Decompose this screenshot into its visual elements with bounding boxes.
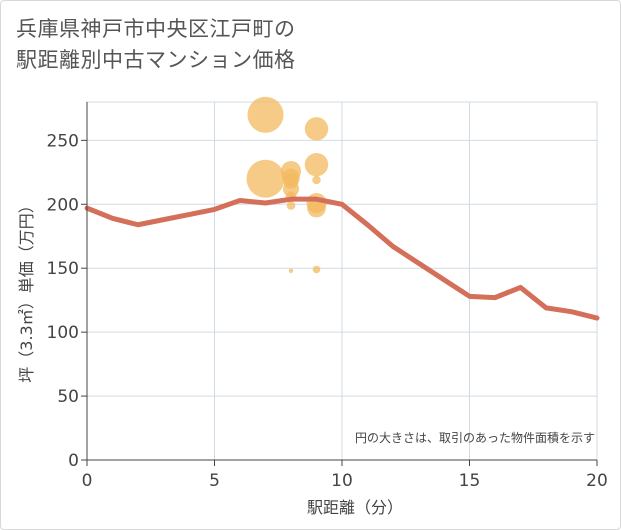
bubble-point — [282, 180, 300, 198]
line-series — [84, 196, 600, 321]
x-axis-label: 駅距離（分） — [307, 498, 403, 517]
bubble-point — [304, 117, 329, 141]
bubble-point — [304, 152, 329, 177]
chart-title-line1: 兵庫県神戸市中央区江戸町の — [16, 17, 296, 41]
y-tick-label: 250 — [47, 131, 79, 151]
y-tick-label: 0 — [68, 451, 79, 471]
y-tick-label: 50 — [57, 387, 79, 407]
axes: 0 50 100 150 200 250 0 5 10 15 20 — [47, 102, 608, 491]
x-tick-label: 20 — [586, 471, 608, 491]
bubble-point — [246, 159, 285, 198]
bubble-point — [286, 201, 296, 210]
y-tick-label: 100 — [47, 323, 79, 343]
y-axis-label: 坪（3.3㎡）単価（万円） — [17, 197, 36, 382]
x-tick-label: 5 — [209, 471, 220, 491]
x-tick-label: 15 — [459, 471, 481, 491]
bubble-point — [307, 198, 326, 218]
x-tick-label: 10 — [331, 471, 353, 491]
grid-lines — [86, 101, 598, 461]
chart-note: 円の大きさは、取引のあった物件面積を示す — [355, 430, 595, 445]
y-tick-label: 200 — [47, 195, 79, 215]
y-tick-label: 150 — [47, 259, 79, 279]
bubble-point — [312, 265, 321, 274]
bubble-point — [312, 175, 321, 185]
x-tick-label: 0 — [82, 471, 93, 491]
chart-title: 兵庫県神戸市中央区江戸町の 駅距離別中古マンション価格 — [16, 14, 296, 76]
bubble-series — [246, 96, 329, 274]
bubble-point — [247, 96, 284, 133]
average-price-line — [84, 196, 600, 321]
bubble-point — [288, 268, 294, 273]
chart-title-line2: 駅距離別中古マンション価格 — [16, 48, 296, 72]
